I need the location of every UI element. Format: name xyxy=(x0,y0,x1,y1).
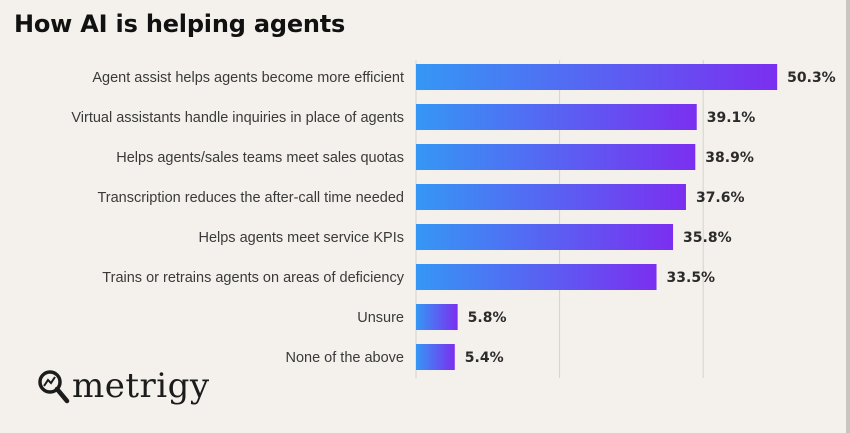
bar-0 xyxy=(416,64,778,90)
logo-wordmark: metrigy xyxy=(72,366,210,406)
value-label: 5.8% xyxy=(468,310,507,326)
category-label: Trains or retrains agents on areas of de… xyxy=(102,270,404,286)
bar-5 xyxy=(416,264,657,290)
category-label: Helps agents meet service KPIs xyxy=(198,230,404,246)
metrigy-logo: metrigy xyxy=(36,368,210,404)
bar-4 xyxy=(416,224,674,250)
category-label: Helps agents/sales teams meet sales quot… xyxy=(116,150,404,166)
bar-6 xyxy=(416,304,458,330)
bar-2 xyxy=(416,144,696,170)
value-label: 37.6% xyxy=(696,190,745,206)
category-label: None of the above xyxy=(285,350,404,366)
window-edge xyxy=(846,0,850,433)
value-label: 39.1% xyxy=(707,110,756,126)
category-label: Unsure xyxy=(357,310,404,326)
category-label: Transcription reduces the after-call tim… xyxy=(97,190,404,206)
bar-1 xyxy=(416,104,697,130)
value-label: 38.9% xyxy=(705,150,754,166)
category-label: Virtual assistants handle inquiries in p… xyxy=(71,110,404,126)
category-label: Agent assist helps agents become more ef… xyxy=(92,70,404,86)
value-label: 50.3% xyxy=(787,70,836,86)
value-label: 33.5% xyxy=(667,270,716,286)
value-label: 5.4% xyxy=(465,350,504,366)
bar-7 xyxy=(416,344,455,370)
chart-title: How AI is helping agents xyxy=(14,10,346,38)
bar-3 xyxy=(416,184,686,210)
magnifier-icon xyxy=(38,370,70,404)
value-label: 35.8% xyxy=(683,230,732,246)
